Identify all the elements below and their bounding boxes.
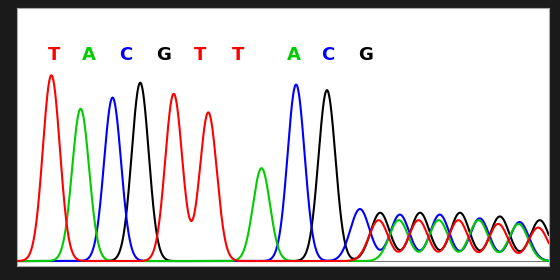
Text: C: C — [321, 46, 335, 64]
Text: T: T — [231, 46, 244, 64]
Text: A: A — [82, 46, 96, 64]
Text: A: A — [287, 46, 300, 64]
Text: G: G — [358, 46, 373, 64]
Text: G: G — [156, 46, 171, 64]
Text: T: T — [194, 46, 207, 64]
Text: T: T — [48, 46, 60, 64]
Text: C: C — [119, 46, 133, 64]
